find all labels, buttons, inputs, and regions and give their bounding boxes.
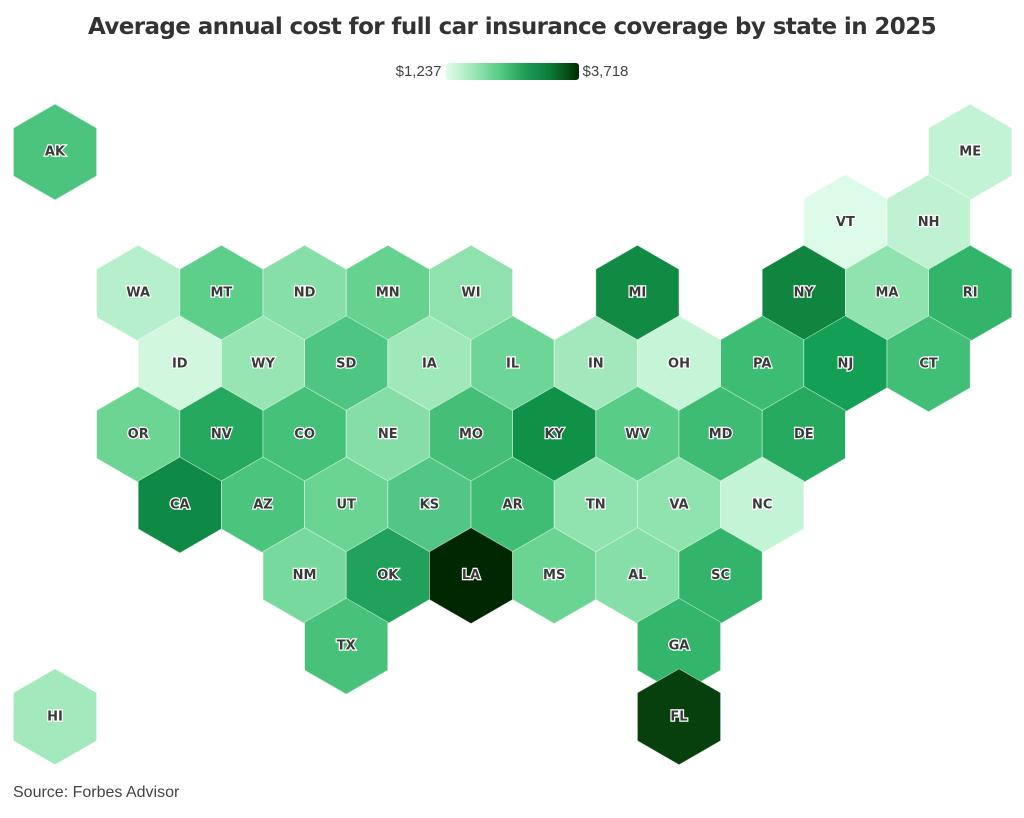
- state-hex-wv: WV: [595, 385, 680, 483]
- state-hex-ut: UT: [304, 456, 389, 554]
- state-hex-fl: FL: [637, 668, 721, 766]
- legend-gradient-bar: [445, 63, 579, 80]
- state-label: NE: [378, 427, 398, 442]
- state-label: CO: [294, 427, 315, 442]
- state-label: FL: [670, 709, 687, 724]
- state-label: KY: [544, 427, 564, 442]
- state-label: NC: [752, 498, 772, 513]
- state-label: NH: [918, 215, 940, 230]
- state-hex-de: DE: [761, 385, 846, 483]
- state-label: MT: [210, 286, 232, 301]
- state-label: VA: [669, 498, 688, 513]
- state-label: ID: [172, 356, 188, 371]
- state-hex-shape: [886, 315, 971, 413]
- state-label: OR: [128, 427, 149, 442]
- state-hex-ne: NE: [345, 385, 430, 483]
- state-label: NV: [211, 427, 232, 442]
- state-label: PA: [753, 356, 771, 371]
- state-label: SC: [711, 568, 730, 583]
- state-label: ND: [294, 286, 316, 301]
- state-label: ME: [959, 145, 981, 160]
- state-label: LA: [462, 568, 480, 583]
- legend-max-label: $3,718: [582, 63, 629, 80]
- state-hex-mi: MI: [595, 244, 680, 342]
- state-label: IL: [506, 356, 519, 371]
- state-hex-ct: CT: [886, 315, 971, 413]
- state-label: TX: [337, 639, 356, 654]
- state-label: IA: [422, 356, 437, 371]
- state-label: DE: [794, 427, 814, 442]
- state-label: CT: [919, 356, 938, 371]
- state-label: VT: [836, 215, 855, 230]
- state-hex-ca: CA: [137, 456, 222, 554]
- state-label: AZ: [253, 498, 273, 513]
- state-label: WA: [126, 286, 150, 301]
- state-label: NJ: [838, 356, 854, 371]
- state-hex-in: IN: [553, 315, 638, 413]
- state-label: MA: [876, 286, 899, 301]
- state-label: WI: [461, 286, 480, 301]
- state-label: AR: [503, 498, 523, 513]
- state-hex-co: CO: [262, 385, 347, 483]
- state-hex-ri: RI: [928, 244, 1013, 342]
- state-hex-shape: [12, 668, 97, 766]
- state-label: MO: [459, 427, 483, 442]
- state-label: MI: [629, 286, 647, 301]
- source-note: Source: Forbes Advisor: [13, 784, 180, 801]
- state-hex-or: OR: [96, 385, 181, 483]
- state-hex-id: ID: [137, 315, 222, 413]
- state-hex-oh: OH: [637, 315, 721, 413]
- state-hex-mn: MN: [345, 244, 430, 342]
- color-legend: $1,237 $3,718: [0, 63, 1024, 80]
- state-hex-nv: NV: [179, 385, 264, 483]
- legend-min-label: $1,237: [395, 63, 442, 80]
- state-hex-ms: MS: [512, 527, 597, 625]
- state-hex-shape: [12, 103, 97, 201]
- state-label: CA: [170, 498, 190, 513]
- state-hex-shape: [304, 597, 389, 695]
- state-hex-hi: HI: [12, 668, 97, 766]
- state-hex-al: AL: [595, 527, 680, 625]
- state-label: NY: [794, 286, 815, 301]
- state-label: OH: [668, 356, 690, 371]
- state-hex-ky: KY: [512, 385, 597, 483]
- state-label: OK: [377, 568, 399, 583]
- state-hex-ok: OK: [345, 527, 430, 625]
- state-label: HI: [47, 709, 63, 724]
- state-hex-tx: TX: [304, 597, 389, 695]
- state-hex-ar: AR: [470, 456, 555, 554]
- state-label: KS: [420, 498, 439, 513]
- state-label: MD: [709, 427, 733, 442]
- state-hex-shape: [637, 668, 721, 766]
- state-hex-la: LA: [428, 527, 513, 625]
- state-label: TN: [586, 498, 606, 513]
- state-hex-wy: WY: [220, 315, 306, 413]
- state-hex-ny: NY: [761, 244, 846, 342]
- state-label: SD: [336, 356, 356, 371]
- state-label: MN: [376, 286, 400, 301]
- state-label: NM: [293, 568, 317, 583]
- state-label: AL: [628, 568, 646, 583]
- state-hex-sd: SD: [304, 315, 389, 413]
- state-hex-ak: AK: [12, 103, 97, 201]
- state-hex-me: ME: [928, 103, 1013, 201]
- state-label: WV: [625, 427, 649, 442]
- state-hex-nd: ND: [262, 244, 347, 342]
- state-label: UT: [336, 498, 356, 513]
- state-label: MS: [543, 568, 565, 583]
- state-label: GA: [669, 639, 690, 654]
- chart-title: Average annual cost for full car insuran…: [87, 14, 937, 40]
- state-label: WY: [251, 356, 275, 371]
- state-label: AK: [45, 145, 66, 160]
- state-label: RI: [963, 286, 978, 301]
- state-label: IN: [588, 356, 604, 371]
- state-hex-vt: VT: [803, 174, 888, 272]
- state-hex-wi: WI: [428, 244, 513, 342]
